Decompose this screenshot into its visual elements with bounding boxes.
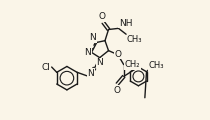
Text: N: N	[96, 58, 103, 67]
Text: N: N	[88, 69, 94, 78]
Text: Cl: Cl	[41, 63, 50, 72]
Text: N: N	[84, 48, 91, 57]
Text: O: O	[113, 86, 120, 95]
Text: CH₂: CH₂	[124, 60, 140, 69]
Text: N: N	[89, 33, 96, 42]
Text: CH₃: CH₃	[148, 61, 164, 70]
Text: O: O	[115, 50, 122, 59]
Text: CH₃: CH₃	[127, 35, 142, 44]
Text: NH: NH	[119, 19, 133, 28]
Text: O: O	[99, 12, 106, 21]
